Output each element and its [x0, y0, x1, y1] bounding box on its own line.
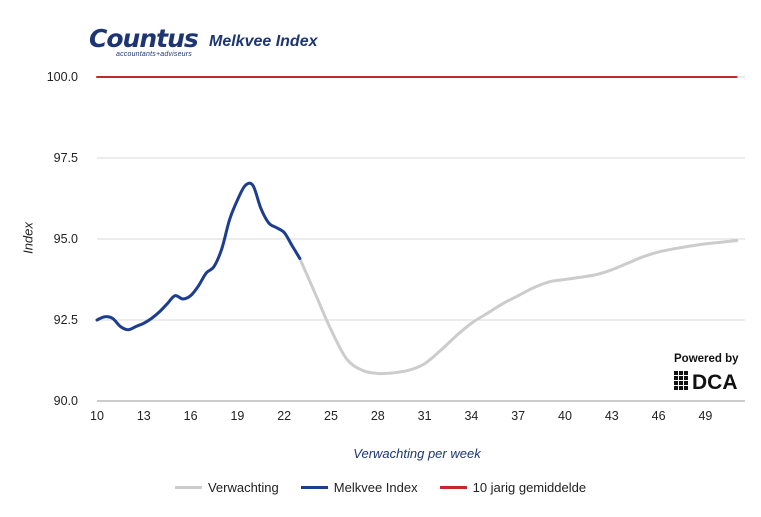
x-tick-label: 25: [324, 409, 338, 423]
legend-swatch: [174, 486, 202, 489]
legend: Verwachting Melkvee Index 10 jarig gemid…: [0, 480, 761, 495]
y-tick-label: 97.5: [54, 151, 78, 165]
x-tick-label: 28: [371, 409, 385, 423]
y-tick-label: 90.0: [54, 394, 78, 408]
countus-logo: Countus: [89, 24, 199, 53]
series-line-melkvee-index: [95, 181, 302, 332]
legend-swatch: [439, 486, 467, 489]
legend-label: 10 jarig gemiddelde: [472, 480, 587, 495]
x-tick-label: 16: [184, 409, 198, 423]
x-tick-label: 37: [511, 409, 525, 423]
legend-item-10-jarig-gemiddelde: 10 jarig gemiddelde: [439, 480, 587, 495]
y-axis-label: Index: [20, 222, 36, 254]
x-tick-label: 31: [418, 409, 432, 423]
legend-item-melkvee-index: Melkvee Index: [300, 480, 418, 495]
x-tick-labels: 10 13 16 19 22 25 28 31 34 37 40 43 46 49: [90, 409, 712, 423]
dca-grid-icon: [674, 371, 688, 390]
countus-logo-tagline: accountants+adviseurs: [116, 51, 192, 58]
x-tick-label: 34: [464, 409, 478, 423]
x-tick-label: 49: [698, 409, 712, 423]
legend-item-verwachting: Verwachting: [174, 480, 279, 495]
series-lines: [95, 76, 739, 376]
x-tick-label: 40: [558, 409, 572, 423]
x-axis-label: Verwachting per week: [353, 446, 481, 461]
y-tick-label: 92.5: [54, 313, 78, 327]
dca-logo-text: DCA: [692, 371, 738, 391]
legend-label: Verwachting: [207, 480, 279, 495]
x-tick-label: 19: [230, 409, 244, 423]
y-tick-label: 95.0: [54, 232, 78, 246]
legend-swatch: [300, 486, 328, 489]
series-line-verwachting: [298, 239, 739, 376]
y-tick-label: 100.0: [47, 70, 78, 84]
chart-title: Melkvee Index: [209, 33, 318, 50]
x-tick-label: 46: [652, 409, 666, 423]
x-tick-label: 10: [90, 409, 104, 423]
grid-lines: [97, 76, 745, 402]
x-tick-label: 13: [137, 409, 151, 423]
dca-logo: DCA: [674, 371, 738, 391]
x-tick-label: 22: [277, 409, 291, 423]
y-tick-labels: 90.0 92.5 95.0 97.5 100.0: [47, 70, 78, 408]
legend-label: Melkvee Index: [333, 480, 418, 495]
x-tick-label: 43: [605, 409, 619, 423]
powered-by-label: Powered by: [674, 353, 739, 365]
